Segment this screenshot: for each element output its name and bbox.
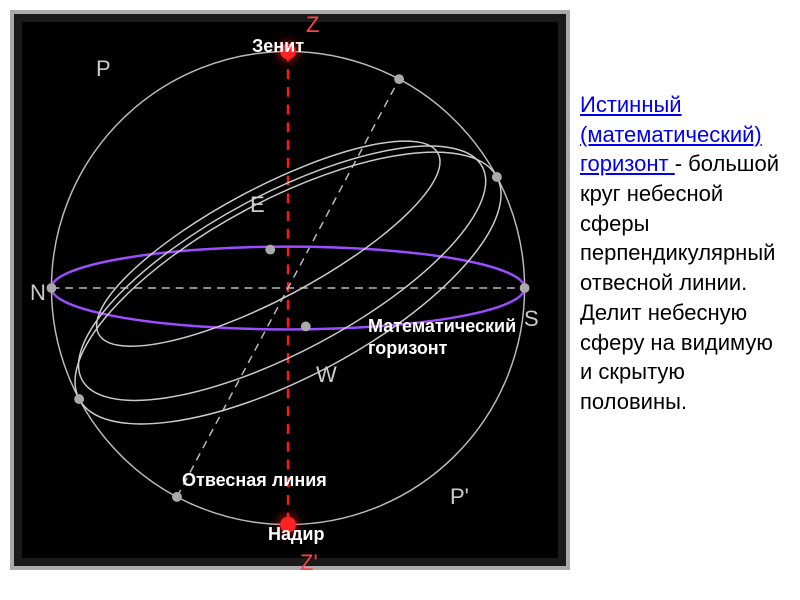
- point-south: [520, 283, 530, 293]
- point-east: [265, 245, 275, 255]
- point-nadir: [280, 517, 296, 533]
- caption-body: - большой круг небесной сферы перпендику…: [580, 151, 779, 414]
- diurnal-circle-1: [73, 105, 464, 383]
- celestial-sphere-diagram: Z Z' Зенит Надир P P' N S E W Математиче…: [10, 10, 570, 570]
- point-north: [47, 283, 57, 293]
- point-pole-prime: [394, 74, 404, 84]
- diurnal-circle-2: [45, 97, 519, 449]
- caption-panel: Истинный (математический) горизонт - бол…: [580, 0, 800, 600]
- point-eq-1: [74, 394, 84, 404]
- sphere-svg: [14, 14, 566, 566]
- point-pole: [172, 492, 182, 502]
- point-zenith: [280, 44, 296, 60]
- point-west: [301, 322, 311, 332]
- point-eq-2: [492, 172, 502, 182]
